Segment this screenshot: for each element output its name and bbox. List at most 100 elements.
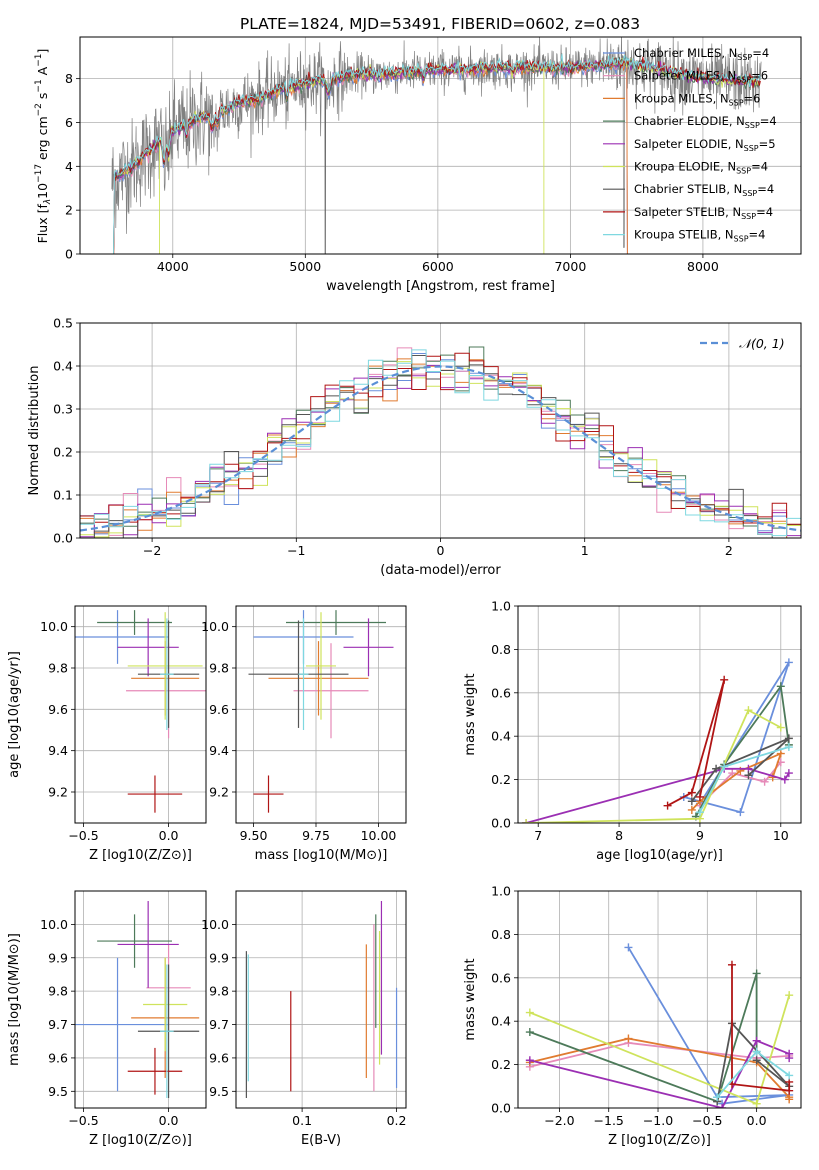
y-tick-label: 8 (65, 71, 73, 86)
weight-marker (687, 788, 696, 797)
x-axis-label: Z [log10(Z/Z⊙)] (89, 1133, 192, 1148)
y-tick-label: 0.2 (491, 772, 511, 787)
mass-vs-ebv-panel: 0.1 0.2 9.5 9.6 9.7 9.8 9.9 10.0 E(B-V) (201, 890, 407, 1148)
axes-frame (74, 605, 207, 824)
axes-frame (517, 890, 802, 1109)
legend-label: Chabrier MILES, NSSP=4 (634, 46, 769, 62)
y-tick-label: 9.8 (48, 661, 68, 676)
y-tick-label: 0.4 (53, 359, 73, 374)
weight-marker (760, 777, 769, 786)
y-tick-label: 9.6 (209, 702, 229, 717)
grid (75, 606, 206, 823)
y-tick-label: 9.8 (48, 984, 68, 999)
y-tick-label: 4 (65, 159, 73, 174)
axes-frame (79, 36, 802, 255)
legend-label: 𝒩(0, 1) (739, 336, 785, 351)
x-tick-label: 9.75 (302, 828, 330, 843)
y-axis-label: mass weight (463, 673, 478, 755)
plot-content (80, 346, 801, 538)
y-tick-label: 9.2 (48, 785, 68, 800)
y-tick-label: 0.8 (491, 642, 511, 657)
x-tick-label: −0.5 (68, 1113, 98, 1128)
y-tick-label: 9.9 (48, 950, 68, 965)
x-tick-label: 7000 (554, 259, 586, 274)
x-axis-label: (data-model)/error (380, 563, 501, 578)
weight-vs-metallicity-panel: −2.0 −1.5 −1.0 −0.5 0.0 0.0 0.2 0.4 0.6 0.8 1.0 Z [… (463, 884, 802, 1148)
axes-frame (74, 890, 207, 1109)
weight-marker (752, 1047, 761, 1056)
x-axis-label: Z [log10(Z/Z⊙)] (89, 848, 192, 863)
age-vs-mass-panel: 9.50 9.75 10.00 9.2 9.4 9.6 9.8 10.0 mass [log10… (201, 605, 407, 863)
y-tick-label: 0.2 (491, 1057, 511, 1072)
weight-line-salp_stelib (667, 679, 726, 807)
weight-marker (776, 682, 785, 691)
weight-line-chab_miles (627, 946, 790, 1105)
y-axis-label: Flux [fλ10−17 erg cm−2 s−1 A−1] (34, 49, 53, 244)
y-tick-label: 1.0 (491, 599, 511, 614)
y-tick-label: 0.3 (53, 402, 73, 417)
weight-marker (752, 1056, 761, 1065)
y-tick-label: 9.7 (48, 1017, 68, 1032)
x-tick-label: 10 (773, 828, 789, 843)
y-tick-label: 9.6 (209, 1050, 229, 1065)
axes-frame (235, 890, 407, 1109)
weight-marker (720, 762, 729, 771)
axes-frame (235, 605, 407, 824)
plot-area (75, 606, 206, 823)
y-tick-label: 10.0 (40, 917, 68, 932)
weight-marker (728, 769, 737, 778)
y-tick-label: 9.6 (48, 702, 68, 717)
y-axis-label: Normed distribution (27, 366, 42, 496)
y-tick-label: 9.4 (48, 743, 68, 758)
x-tick-label: −1.5 (594, 1113, 624, 1128)
x-axis-label: age [log10(age/yr)] (596, 848, 723, 863)
weight-marker (785, 1071, 794, 1080)
plot-content (248, 610, 394, 813)
gaussian-curve (80, 365, 801, 532)
plot-area (75, 891, 206, 1108)
x-tick-label: 5000 (289, 259, 321, 274)
weight-marker (713, 1093, 722, 1102)
y-tick-label: 0.4 (491, 1014, 511, 1029)
weight-marker (663, 801, 672, 810)
y-tick-label: 9.4 (209, 743, 229, 758)
x-tick-label: 0 (437, 543, 445, 558)
weight-marker (785, 991, 794, 1000)
plot-area (518, 606, 801, 823)
y-tick-label: 9.9 (209, 950, 229, 965)
x-tick-label: 2 (725, 543, 733, 558)
x-axis-label: E(B-V) (301, 1133, 341, 1148)
legend-label: Chabrier ELODIE, NSSP=4 (634, 114, 777, 130)
plot-area (236, 891, 406, 1108)
weight-marker (718, 1104, 727, 1108)
residual-panel: −2 −1 0 1 2 0.0 0.1 0.2 0.3 0.4 0.5 (data-model)/er… (27, 316, 802, 578)
y-tick-label: 0.4 (491, 729, 511, 744)
legend-label: Chabrier STELIB, NSSP=4 (634, 182, 774, 198)
y-tick-label: 10.0 (201, 917, 229, 932)
x-tick-label: −1.0 (643, 1113, 673, 1128)
weight-marker (624, 943, 633, 952)
weight-marker (784, 658, 793, 667)
y-tick-label: 2 (65, 203, 73, 218)
x-axis-label: Z [log10(Z/Z⊙)] (608, 1133, 711, 1148)
weight-marker (785, 1095, 794, 1104)
y-tick-label: 9.7 (209, 1017, 229, 1032)
x-tick-label: 0.1 (292, 1113, 312, 1128)
y-tick-label: 0.0 (491, 816, 511, 831)
weight-marker (784, 769, 793, 778)
x-tick-label: 6000 (422, 259, 454, 274)
y-tick-label: 10.0 (40, 619, 68, 634)
x-tick-label: −1 (287, 543, 305, 558)
weight-marker (525, 1028, 534, 1037)
weight-marker (687, 805, 696, 814)
y-tick-label: 1.0 (491, 884, 511, 899)
y-tick-label: 9.2 (209, 785, 229, 800)
weight-marker (784, 743, 793, 752)
y-tick-label: 0.6 (491, 685, 511, 700)
weight-marker (776, 749, 785, 758)
weight-marker (744, 771, 753, 780)
y-tick-label: 0.6 (491, 970, 511, 985)
x-tick-label: −2 (143, 543, 161, 558)
spectrum-panel: 4000 5000 6000 7000 8000 0 2 4 6 8 wavelength [Ang… (34, 36, 802, 294)
weight-line-chab_elodie (529, 973, 758, 1103)
